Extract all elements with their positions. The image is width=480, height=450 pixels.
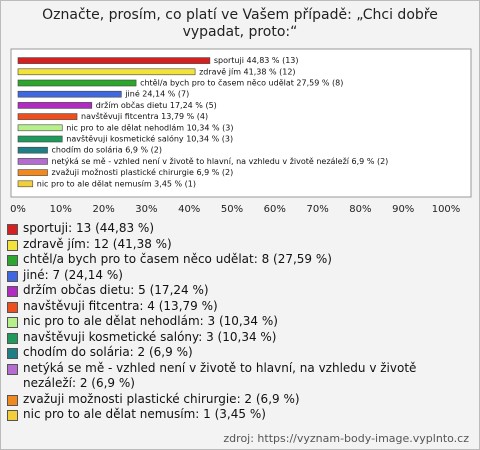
x-tick-label: 50% xyxy=(221,204,243,215)
bar-label: sportuji 44,83 % (13) xyxy=(214,56,299,65)
x-tick-label: 20% xyxy=(92,204,114,215)
bar-label: zdravě jím 41,38 % (12) xyxy=(199,67,295,76)
x-tick-label: 80% xyxy=(349,204,371,215)
bar xyxy=(17,79,137,87)
legend-item: zdravě jím: 12 (41,38 %) xyxy=(7,237,473,253)
bar-label: chtěl/a bych pro to časem něco udělat 27… xyxy=(140,78,343,88)
legend-swatch xyxy=(7,255,18,266)
legend-swatch xyxy=(7,410,18,421)
bar xyxy=(17,90,122,98)
legend-swatch xyxy=(7,301,18,313)
x-tick-label: 90% xyxy=(392,204,414,215)
legend-item: jiné: 7 (24,14 %) xyxy=(7,268,473,284)
legend-swatch xyxy=(7,348,18,359)
legend-swatch xyxy=(7,394,18,406)
legend-item: držím občas dietu: 5 (17,24 %) xyxy=(7,283,473,299)
bar xyxy=(17,180,34,188)
legend-label: zdravě jím: 12 (41,38 %) xyxy=(23,236,172,251)
legend-item: chodím do solária: 2 (6,9 %) xyxy=(7,345,473,361)
legend-swatch xyxy=(7,224,18,235)
legend-item: nic pro to ale dělat nehodlám: 3 (10,34 … xyxy=(7,314,473,330)
bar xyxy=(17,135,63,143)
legend-swatch xyxy=(7,239,18,251)
legend-swatch xyxy=(7,317,18,328)
x-tick-label: 60% xyxy=(264,204,286,215)
x-tick-label: 10% xyxy=(50,204,72,215)
legend-label: sportuji: 13 (44,83 %) xyxy=(23,221,154,235)
legend-swatch xyxy=(7,270,18,282)
bar-label: jiné 24,14 % (7) xyxy=(124,89,189,99)
legend-item: nic pro to ale dělat nemusím: 1 (3,45 %) xyxy=(7,407,473,423)
chart: 0% 10% 20% 30% 40% 50% 60% 70% 80% 90% 100% sportuj… xyxy=(10,48,472,215)
bar-label: navštěvuji kosmetické salóny 10,34 % (3) xyxy=(66,134,233,144)
chart-title: Označte, prosím, co platí ve Vašem přípa… xyxy=(42,7,438,40)
legend-item: navštěvuji kosmetické salóny: 3 (10,34 %… xyxy=(7,330,473,346)
bar xyxy=(17,158,48,165)
legend-label: navštěvuji kosmetické salóny: 3 (10,34 %… xyxy=(23,329,277,344)
bar-label: zvažuji možnosti plastické chirurgie 6,9… xyxy=(52,167,234,177)
bar xyxy=(17,146,48,154)
legend-item: chtěl/a bych pro to časem něco udělat: 8… xyxy=(7,252,473,268)
legend-label: chodím do solária: 2 (6,9 %) xyxy=(23,345,193,359)
x-tick-label: 70% xyxy=(306,204,328,215)
legend-label: nic pro to ale dělat nehodlám: 3 (10,34 … xyxy=(23,314,278,328)
legend-item: sportuji: 13 (44,83 %) xyxy=(7,221,473,237)
x-tick-label: 30% xyxy=(135,204,157,215)
bar xyxy=(17,169,48,176)
legend-item: netýká se mě - vzhled není v životě to h… xyxy=(7,361,473,392)
legend-label: zvažuji možnosti plastické chirurgie: 2 … xyxy=(23,391,300,406)
x-tick-label: 100% xyxy=(432,204,461,215)
source: zdroj: https://vyznam-body-image.vyplnto… xyxy=(223,432,469,445)
bar-label: nic pro to ale dělat nehodlám 10,34 % (3… xyxy=(66,123,233,132)
bar xyxy=(17,57,211,64)
legend-swatch xyxy=(7,363,18,375)
legend-label: chtěl/a bych pro to časem něco udělat: 8… xyxy=(23,252,332,266)
bar-label: navštěvuji fitcentra 13,79 % (4) xyxy=(81,111,208,121)
legend-swatch xyxy=(7,332,18,344)
legend-label: navštěvuji fitcentra: 4 (13,79 %) xyxy=(23,298,218,313)
bar-label: držím občas dietu 17,24 % (5) xyxy=(96,100,217,110)
legend-item: zvažuji možnosti plastické chirurgie: 2 … xyxy=(7,392,473,408)
x-tick-label: 0% xyxy=(10,204,26,215)
legend-item: navštěvuji fitcentra: 4 (13,79 %) xyxy=(7,299,473,315)
bar xyxy=(17,113,78,120)
x-tick-label: 40% xyxy=(178,204,200,215)
legend-label: netýká se mě - vzhled není v životě to h… xyxy=(23,360,417,391)
bar-label: chodím do solária 6,9 % (2) xyxy=(52,146,162,155)
legend-label: držím občas dietu: 5 (17,24 %) xyxy=(23,283,209,297)
legend-label: jiné: 7 (24,14 %) xyxy=(23,267,123,282)
legend: sportuji: 13 (44,83 %) zdravě jím: 12 (41… xyxy=(7,221,473,423)
bar xyxy=(17,124,63,132)
bar-label: nic pro to ale dělat nemusím 3,45 % (1) xyxy=(37,179,196,188)
bar xyxy=(17,68,196,76)
legend-label: nic pro to ale dělat nemusím: 1 (3,45 %) xyxy=(23,407,266,421)
bar xyxy=(17,102,93,109)
bar-label: netýká se mě - vzhled není v životě to h… xyxy=(52,157,389,166)
legend-swatch xyxy=(7,286,18,297)
